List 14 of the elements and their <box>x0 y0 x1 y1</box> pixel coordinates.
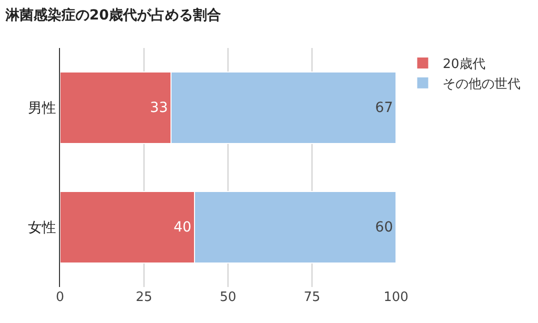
x-tick-label: 50 <box>220 290 236 305</box>
data-label: 60 <box>375 219 393 236</box>
legend-label: その他の世代 <box>442 76 521 92</box>
data-label: 40 <box>174 219 192 236</box>
x-tick-label: 75 <box>304 290 320 305</box>
x-tick-label: 100 <box>384 290 408 305</box>
legend-label: 20歳代 <box>442 57 486 72</box>
y-tick-label: 女性 <box>28 220 56 236</box>
chart-title: 淋菌感染症の20歳代が占める割合 <box>4 6 221 24</box>
y-tick-label: 男性 <box>28 100 56 117</box>
data-label: 33 <box>150 100 168 116</box>
x-tick-label: 25 <box>136 290 152 305</box>
data-label: 67 <box>375 100 393 116</box>
x-tick-label: 0 <box>56 290 64 305</box>
